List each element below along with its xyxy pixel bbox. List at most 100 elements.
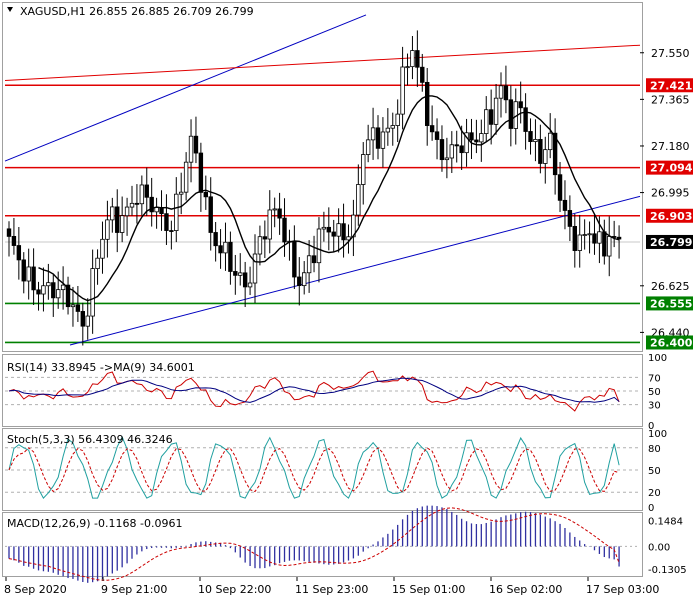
candle-body — [119, 215, 125, 233]
candle-body — [188, 135, 194, 163]
level-label: 26.400 — [650, 336, 693, 349]
candle-body — [528, 131, 533, 143]
candle-body — [459, 145, 464, 154]
candle-body — [582, 234, 587, 236]
candle-body — [326, 226, 331, 233]
rsi-tick-label: 70 — [648, 373, 661, 384]
rsi-panel-frame — [2, 354, 643, 427]
price-tick-label: 27.550 — [651, 47, 690, 60]
candle-body — [164, 213, 169, 231]
candle-body — [41, 285, 46, 295]
macd-tick-label: 0.1484 — [648, 517, 683, 528]
candle-body — [21, 259, 26, 282]
candle-body — [306, 255, 312, 274]
candle-body — [174, 193, 179, 232]
candle-body — [370, 127, 376, 141]
candle-body — [385, 127, 391, 133]
candle-body — [203, 191, 208, 198]
level-label-box — [646, 335, 693, 350]
candle-body — [518, 101, 523, 109]
price-tick-label: 27.180 — [651, 140, 690, 153]
candle-body — [331, 231, 336, 237]
candle-body — [51, 282, 56, 299]
candle-body — [439, 139, 445, 161]
candle-body — [90, 268, 95, 317]
candle-body — [479, 133, 484, 143]
candle-body — [105, 219, 110, 240]
candle-body — [36, 289, 41, 295]
candle-body — [449, 144, 454, 159]
macd-title: MACD(12,26,9) -0.1168 -0.0961 — [7, 517, 182, 530]
trend-resistance-line — [4, 44, 641, 81]
level-label-box — [646, 78, 693, 93]
price-title: XAGUSD,H1 26.855 26.885 26.709 26.799 — [20, 5, 254, 18]
level-label-box — [646, 208, 693, 223]
candle-body — [100, 238, 105, 259]
candle-body — [395, 113, 400, 126]
candle-body — [169, 230, 174, 232]
channel-upper-line — [4, 14, 367, 162]
candle-body — [420, 66, 425, 83]
candle-body — [257, 236, 263, 255]
candle-body — [75, 304, 81, 312]
stoch-panel — [5, 435, 640, 499]
candle-body — [233, 271, 238, 276]
rsi-ma-line — [8, 377, 620, 403]
candle-body — [144, 184, 149, 198]
macd-panel-frame — [2, 512, 643, 577]
rsi-tick-label: 0 — [648, 421, 654, 432]
candle-body — [321, 226, 327, 230]
candle-body — [60, 284, 66, 291]
candle-body — [597, 231, 602, 244]
candle-body — [124, 206, 130, 217]
candle-body — [508, 99, 514, 129]
candle-body — [11, 236, 17, 246]
candle-body — [31, 266, 36, 291]
candle-body — [538, 139, 543, 164]
macd-panel — [5, 505, 640, 583]
candle-body — [543, 149, 548, 164]
candle-body — [365, 139, 371, 155]
candle-body — [523, 107, 528, 132]
candle-body — [277, 208, 282, 219]
candle-body — [282, 217, 287, 243]
stoch-panel-frame — [2, 428, 643, 511]
candle-body — [434, 131, 440, 140]
candle-body — [149, 196, 154, 213]
candle-body — [292, 240, 297, 278]
candle-body — [346, 236, 351, 241]
candle-body — [223, 241, 228, 254]
candle-body — [208, 196, 213, 233]
candle-body — [267, 209, 272, 240]
rsi-tick-label: 50 — [648, 387, 661, 398]
candle-body — [380, 131, 386, 149]
candle-body — [46, 282, 51, 287]
candle-body — [424, 81, 430, 126]
level-label: 26.903 — [650, 210, 692, 223]
price-tick-label: 26.625 — [651, 280, 690, 293]
stoch-tick-label: 100 — [648, 429, 667, 440]
macd-tick-label: -0.1305 — [648, 565, 687, 576]
time-tick-label: 17 Sep 03:00 — [586, 583, 659, 596]
candle-body — [311, 255, 317, 264]
time-tick-label: 10 Sep 22:00 — [198, 583, 271, 596]
candle-body — [616, 236, 622, 240]
price-panel-frame — [2, 2, 643, 352]
candle-body — [139, 184, 145, 205]
candle-body — [26, 266, 31, 282]
candle-body — [469, 132, 474, 141]
candle-body — [375, 127, 381, 149]
rsi-tick-label: 30 — [648, 401, 661, 412]
candle-body — [218, 245, 223, 254]
candle-body — [193, 135, 199, 154]
candle-body — [16, 245, 22, 261]
candle-body — [252, 253, 258, 284]
rsi-tick-label: 100 — [648, 353, 667, 364]
stoch-tick-label: 20 — [648, 488, 661, 499]
candle-body — [405, 66, 410, 69]
candle-body — [562, 199, 568, 211]
candle-body — [301, 272, 307, 287]
candle-body — [110, 206, 115, 221]
candle-body — [183, 161, 189, 193]
